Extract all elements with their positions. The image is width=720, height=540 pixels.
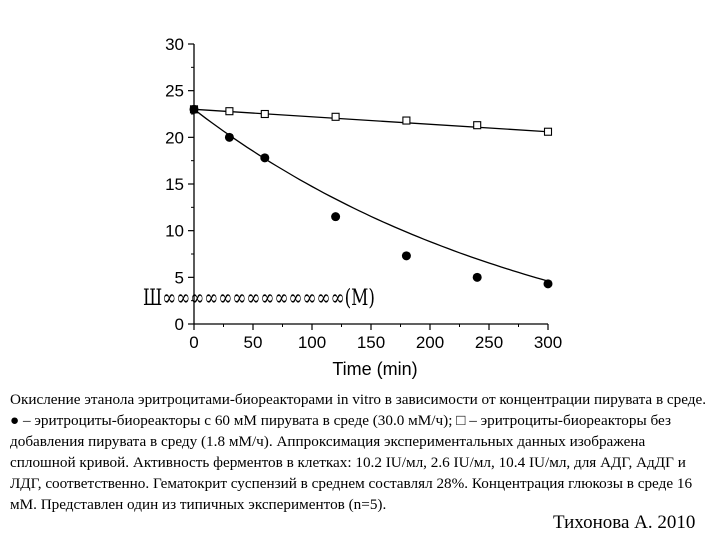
figure-caption: Окисление этанола эритроцитами-биореакто… (10, 391, 707, 513)
filled-circle-point (224, 132, 234, 142)
fit-curve-filled-series (193, 108, 549, 282)
y-tick-label: 0 (175, 315, 184, 334)
y-tick-label: 25 (165, 82, 184, 101)
x-ticks: 0 50 100 150 200 250 300 (189, 324, 562, 352)
y-tick-label: 10 (165, 222, 184, 241)
axes (193, 44, 548, 325)
filled-circle-point (472, 272, 482, 282)
x-tick-label: 300 (534, 333, 562, 352)
y-tick-label: 30 (165, 35, 184, 54)
y-tick-label: 5 (175, 268, 184, 287)
x-tick-label: 150 (357, 333, 385, 352)
author-credit: Тихонова А. 2010 (553, 512, 696, 533)
y-tick-label: 20 (165, 128, 184, 147)
filled-circle-point (401, 251, 411, 261)
filled-circle-point (331, 212, 341, 222)
open-square-point (543, 127, 553, 136)
chart: 0 50 100 150 200 250 300 0 5 10 15 20 25 30 Time (mi… (143, 35, 562, 379)
open-square-point (402, 116, 411, 125)
y-ticks: 0 5 10 15 20 25 30 (165, 35, 194, 334)
open-square-point (473, 121, 482, 130)
data-points (189, 104, 553, 289)
fit-curves (193, 108, 549, 282)
y-axis-label: Ш∞∞∞∞∞∞∞∞∞∞∞∞∞(M) (143, 286, 375, 311)
x-tick-label: 100 (298, 333, 326, 352)
x-tick-label: 250 (475, 333, 503, 352)
open-square-point (225, 107, 234, 116)
open-square-point (331, 112, 340, 121)
filled-circle-point (543, 279, 553, 289)
x-axis-label: Time (min) (332, 359, 417, 379)
filled-circle-point (260, 153, 270, 163)
y-tick-label: 15 (165, 175, 184, 194)
x-tick-label: 0 (189, 333, 198, 352)
x-tick-label: 200 (416, 333, 444, 352)
x-tick-label: 50 (244, 333, 263, 352)
open-square-point (260, 109, 269, 119)
filled-circle-point (189, 104, 199, 114)
fit-line-open-series (193, 108, 549, 133)
